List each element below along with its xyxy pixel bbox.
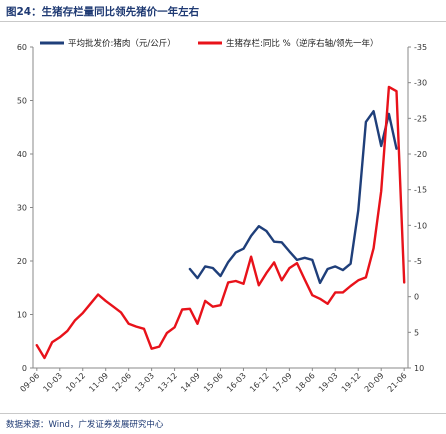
right-tick-label: -35 [414,43,427,52]
x-tick-label: 10-03 [41,371,64,394]
x-tick-label: 18-06 [294,371,317,394]
right-tick-label: -25 [414,114,427,123]
x-tick-label: 12-06 [110,371,133,394]
chart-axes: 0 10 20 30 40 50 60 -35 -30 -25 -20 -15 -10 -5 0 5 10 09-… [17,43,427,394]
x-tick-label: 16-03 [225,371,248,394]
x-tick-label: 17-09 [271,371,294,394]
chart-legend: 平均批发价:猪肉（元/公斤） 生猪存栏:同比 %（逆序右轴/领先一年） [40,38,379,49]
x-tick-label: 15-06 [202,371,225,394]
series-line-1 [188,110,398,285]
x-tick-label: 19-03 [317,371,340,394]
x-tick-label: 13-12 [156,371,179,394]
right-tick-label: 0 [414,293,419,302]
left-tick-label: 0 [22,364,27,373]
left-tick-label: 20 [17,257,27,266]
legend-label-2: 生猪存栏:同比 %（逆序右轴/领先一年） [226,38,379,49]
left-tick-label: 30 [17,204,27,213]
source-divider [0,413,446,414]
x-tick-label: 11-09 [87,371,110,394]
left-tick-label: 60 [17,43,27,52]
x-tick-label: 10-12 [64,371,87,394]
right-tick-label: -15 [414,186,427,195]
left-tick-label: 50 [17,97,27,106]
right-tick-label: -20 [414,150,427,159]
x-tick-label: 20-09 [363,371,386,394]
series-line-2 [35,85,406,360]
figure-title: 图24：生猪存栏量同比领先猪价一年左右 [6,6,200,18]
legend-label-1: 平均批发价:猪肉（元/公斤） [68,38,176,49]
right-tick-label: 5 [414,328,419,337]
source-note: 数据来源：Wind，广发证券发展研究中心 [6,420,164,430]
x-tick-label: 09-06 [18,371,41,394]
right-tick-label: -10 [414,221,427,230]
x-tick-label: 21-06 [386,371,409,394]
x-tick-label: 16-12 [248,371,271,394]
x-tick-label: 19-12 [340,371,363,394]
left-tick-label: 40 [17,150,27,159]
right-tick-label: 10 [414,364,424,373]
chart-lines [35,85,406,360]
right-tick-label: -5 [414,257,422,266]
right-tick-label: -30 [414,79,427,88]
title-divider [0,21,446,22]
x-tick-label: 13-03 [133,371,156,394]
left-tick-label: 10 [17,311,27,320]
x-tick-label: 14-09 [179,371,202,394]
